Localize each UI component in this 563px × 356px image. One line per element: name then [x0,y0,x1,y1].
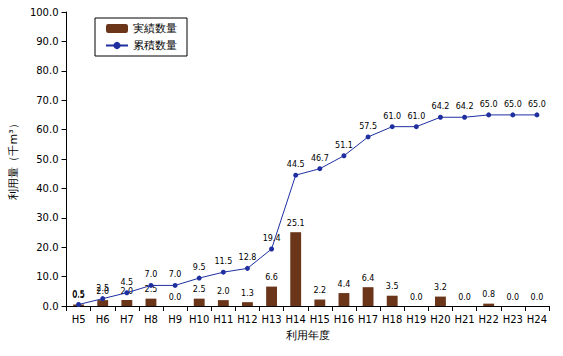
svg-text:0.0: 0.0 [531,293,544,302]
svg-text:2.0: 2.0 [217,287,230,296]
svg-text:65.0: 65.0 [480,100,498,109]
svg-text:20.0: 20.0 [36,242,58,253]
svg-text:7.0: 7.0 [145,270,158,279]
svg-text:H5: H5 [72,314,86,325]
svg-text:2.5: 2.5 [193,285,206,294]
svg-text:2.5: 2.5 [144,285,158,295]
svg-text:4.4: 4.4 [338,280,351,289]
svg-text:51.1: 51.1 [335,141,353,150]
svg-text:H6: H6 [96,314,110,325]
svg-text:65.0: 65.0 [528,100,546,109]
svg-text:H23: H23 [503,314,523,325]
svg-text:57.5: 57.5 [359,122,377,131]
svg-text:0.0: 0.0 [506,293,519,302]
svg-text:H15: H15 [310,314,330,325]
svg-text:25.1: 25.1 [287,219,305,228]
svg-text:70.0: 70.0 [36,95,58,106]
svg-text:12.8: 12.8 [239,253,257,262]
svg-text:H8: H8 [144,314,158,325]
svg-text:H12: H12 [237,314,257,325]
svg-text:11.5: 11.5 [214,257,232,266]
svg-text:6.6: 6.6 [265,273,278,282]
svg-text:46.7: 46.7 [311,154,329,163]
svg-text:100.0: 100.0 [30,7,59,18]
svg-text:H22: H22 [479,314,499,325]
svg-text:H11: H11 [213,314,233,325]
svg-text:H14: H14 [286,314,306,325]
svg-text:H17: H17 [358,314,378,325]
svg-text:61.0: 61.0 [383,112,401,121]
svg-text:利用量（千m³）: 利用量（千m³） [7,118,20,199]
svg-text:0.0: 0.0 [169,293,182,302]
svg-text:3.5: 3.5 [386,282,399,291]
svg-text:1.3: 1.3 [241,289,254,298]
svg-text:利用年度: 利用年度 [286,329,330,342]
svg-text:30.0: 30.0 [36,212,58,223]
svg-text:64.2: 64.2 [432,102,450,111]
svg-text:7.0: 7.0 [169,270,182,279]
svg-text:50.0: 50.0 [36,154,58,165]
svg-text:4.5: 4.5 [120,278,133,287]
svg-text:19.4: 19.4 [263,234,281,243]
svg-text:10.0: 10.0 [36,271,58,282]
svg-text:2.0: 2.0 [120,286,134,296]
svg-text:64.2: 64.2 [456,102,474,111]
svg-text:60.0: 60.0 [36,124,58,135]
svg-text:80.0: 80.0 [36,65,58,76]
svg-text:65.0: 65.0 [504,100,522,109]
svg-text:0.0: 0.0 [410,293,423,302]
svg-text:H7: H7 [120,314,134,325]
svg-text:0.5: 0.5 [72,290,85,299]
svg-text:H19: H19 [406,314,426,325]
svg-text:H9: H9 [168,314,182,325]
svg-text:H21: H21 [454,314,474,325]
svg-text:0.0: 0.0 [43,301,59,312]
svg-text:44.5: 44.5 [287,160,305,169]
svg-text:0.0: 0.0 [458,293,471,302]
svg-text:H24: H24 [527,314,547,325]
svg-text:実績数量: 実績数量 [133,22,177,35]
svg-text:6.4: 6.4 [362,274,375,283]
svg-text:H10: H10 [189,314,209,325]
svg-text:61.0: 61.0 [407,112,425,121]
svg-text:H16: H16 [334,314,354,325]
svg-text:90.0: 90.0 [36,36,58,47]
svg-text:H20: H20 [430,314,450,325]
svg-text:3.2: 3.2 [434,283,447,292]
svg-text:2.5: 2.5 [96,284,109,293]
svg-text:0.8: 0.8 [482,290,495,299]
svg-text:40.0: 40.0 [36,183,58,194]
svg-text:H13: H13 [261,314,281,325]
svg-text:2.2: 2.2 [313,286,326,295]
svg-text:H18: H18 [382,314,402,325]
svg-text:累積数量: 累積数量 [133,39,177,52]
svg-text:9.5: 9.5 [193,263,206,272]
